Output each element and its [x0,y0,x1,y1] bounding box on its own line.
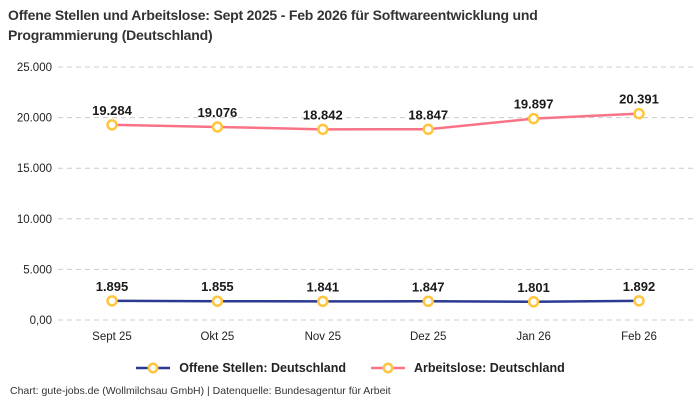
chart-legend: Offene Stellen: Deutschland Arbeitslose:… [0,361,700,375]
data-point-label: 1.892 [623,279,656,294]
legend-item-arbeitslose[interactable]: Arbeitslose: Deutschland [370,361,565,375]
data-point-label: 20.391 [619,92,659,107]
data-point-marker-arbeitslose[interactable] [422,123,434,136]
data-point-label: 19.284 [92,103,133,118]
attribution-text: Chart: gute-jobs.de (Wollmilchsau GmbH) … [10,385,391,397]
data-point-marker-offene-stellen[interactable] [211,295,224,307]
legend-item-offene-stellen[interactable]: Offene Stellen: Deutschland [135,361,346,375]
data-point-label: 19.897 [514,97,554,112]
y-axis-tick-label: 25.000 [17,62,52,74]
data-point-marker-offene-stellen[interactable] [422,295,434,308]
legend-label-offene-stellen: Offene Stellen: Deutschland [179,361,346,375]
legend-swatch-arbeitslose [370,362,405,374]
x-axis-tick-label: Feb 26 [621,331,657,343]
data-point-label: 1.841 [307,279,340,294]
data-point-marker-arbeitslose[interactable] [633,107,645,120]
x-axis-tick-label: Jan 26 [516,331,551,343]
y-axis-tick-label: 5.000 [23,264,52,276]
data-point-label: 1.847 [412,279,445,294]
data-point-label: 18.842 [303,107,343,122]
y-axis-tick-label: 10.000 [17,214,52,226]
y-axis-tick-label: 20.000 [17,113,52,125]
data-point-marker-arbeitslose[interactable] [106,119,118,131]
y-axis-tick-label: 0,00 [30,315,52,327]
x-axis-tick-label: Okt 25 [200,331,234,343]
y-axis-tick-label: 15.000 [17,163,52,175]
data-point-marker-arbeitslose[interactable] [527,112,540,125]
series-line-arbeitslose [110,112,641,131]
chart-title-line1: Offene Stellen und Arbeitslose: Sept 202… [8,7,538,23]
legend-label-arbeitslose: Arbeitslose: Deutschland [413,361,565,375]
data-point-marker-arbeitslose[interactable] [211,121,224,133]
chart-title: Offene Stellen und Arbeitslose: Sept 202… [8,5,538,45]
data-point-label: 19.076 [198,105,238,120]
x-axis-tick-label: Sept 25 [92,331,132,343]
data-point-marker-offene-stellen[interactable] [633,295,645,307]
data-point-marker-offene-stellen[interactable] [317,295,329,308]
series-line-offene-stellen [110,299,641,304]
data-point-marker-arbeitslose[interactable] [317,123,329,136]
data-point-label: 1.855 [201,279,234,294]
data-point-label: 1.895 [96,279,129,294]
x-axis-tick-label: Nov 25 [305,331,341,343]
chart-title-line2: Programmierung (Deutschland) [8,27,213,43]
legend-swatch-offene-stellen [136,362,171,374]
legend-marker-icon [147,362,159,374]
legend-marker-icon [382,362,394,374]
data-point-marker-offene-stellen[interactable] [527,296,540,308]
data-point-label: 1.801 [517,280,550,295]
x-axis-tick-label: Dez 25 [410,331,446,343]
data-point-marker-offene-stellen[interactable] [106,295,118,307]
data-point-label: 18.847 [408,107,448,122]
